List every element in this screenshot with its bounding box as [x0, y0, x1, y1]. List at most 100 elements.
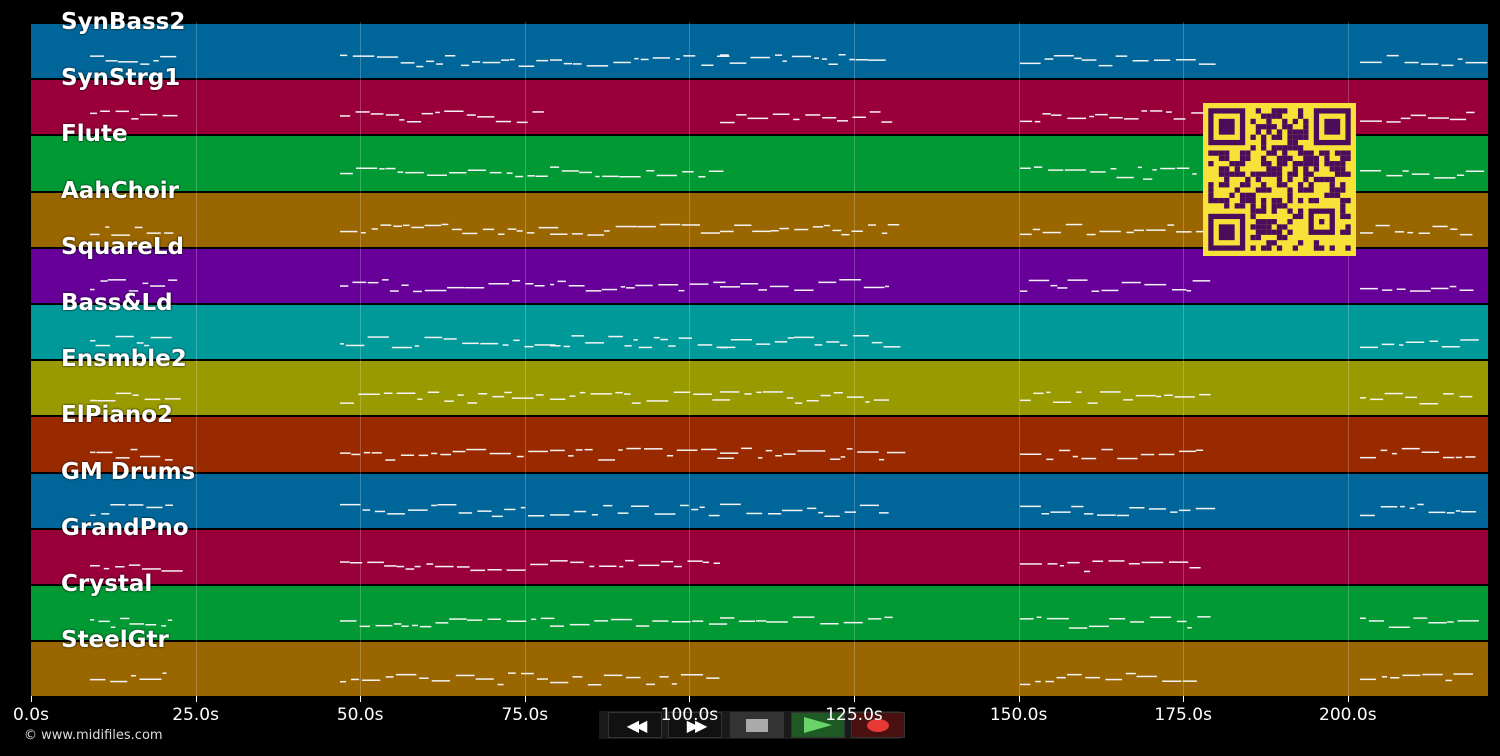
- note-mark: [361, 232, 366, 234]
- note-mark: [625, 559, 634, 562]
- note-mark: [823, 224, 831, 227]
- note-mark: [90, 340, 96, 342]
- note-mark: [806, 400, 819, 402]
- note-mark: [1148, 508, 1166, 510]
- note-mark: [1410, 114, 1427, 117]
- stop-button[interactable]: [730, 712, 784, 738]
- note-mark: [1407, 231, 1414, 234]
- note-mark: [118, 61, 138, 63]
- note-mark: [359, 625, 370, 628]
- note-mark: [572, 676, 583, 678]
- note-mark: [1380, 506, 1398, 508]
- note-mark: [1083, 513, 1094, 515]
- note-mark: [379, 168, 385, 170]
- fast-forward-icon: ▶▶: [686, 715, 708, 735]
- note-mark: [693, 393, 712, 395]
- note-mark: [488, 283, 509, 285]
- note-mark: [1465, 61, 1488, 64]
- note-mark: [638, 346, 653, 349]
- note-mark: [436, 63, 443, 65]
- play-button[interactable]: [791, 712, 845, 738]
- note-mark: [1053, 55, 1074, 57]
- note-mark: [1459, 233, 1473, 236]
- note-mark: [740, 283, 759, 285]
- note-mark: [1135, 394, 1156, 397]
- note-mark: [105, 60, 118, 62]
- qr-code-icon: [1203, 103, 1356, 256]
- note-mark: [167, 619, 173, 621]
- note-mark: [383, 392, 393, 394]
- note-mark: [1048, 169, 1064, 171]
- note-mark: [437, 504, 457, 506]
- record-button[interactable]: [851, 712, 905, 738]
- note-mark: [340, 402, 354, 404]
- note-mark: [752, 230, 771, 233]
- note-mark: [1446, 512, 1455, 514]
- note-mark: [1020, 505, 1041, 508]
- fast-forward-button[interactable]: ▶▶: [668, 712, 722, 738]
- note-mark: [382, 279, 389, 281]
- note-mark: [812, 226, 824, 228]
- note-mark: [640, 58, 649, 61]
- tick-mark: [524, 696, 526, 702]
- note-mark: [561, 170, 579, 172]
- note-mark: [1459, 289, 1474, 291]
- note-mark: [676, 449, 698, 451]
- note-mark: [1095, 113, 1108, 116]
- note-mark: [619, 565, 624, 568]
- note-mark: [706, 677, 720, 679]
- note-mark: [814, 344, 823, 346]
- track-name: Ensmble2: [61, 346, 187, 373]
- note-mark: [426, 563, 434, 565]
- note-mark: [396, 565, 405, 568]
- note-mark: [579, 171, 592, 174]
- note-mark: [1044, 58, 1054, 60]
- note-mark: [90, 399, 98, 402]
- note-mark: [98, 620, 110, 623]
- note-mark: [407, 509, 428, 511]
- note-mark: [414, 565, 421, 568]
- note-mark: [516, 230, 523, 232]
- note-mark: [393, 225, 402, 227]
- note-mark: [1076, 391, 1082, 393]
- note-mark: [509, 58, 515, 61]
- note-mark: [846, 448, 853, 450]
- note-mark: [708, 170, 724, 172]
- record-icon: [867, 718, 889, 732]
- note-mark: [1428, 622, 1447, 624]
- note-mark: [90, 678, 106, 681]
- note-mark: [591, 514, 598, 516]
- note-mark: [1087, 402, 1098, 404]
- note-mark: [1133, 229, 1145, 232]
- note-mark: [1121, 281, 1141, 284]
- note-mark: [1056, 676, 1066, 679]
- note-mark: [878, 458, 885, 461]
- note-mark: [515, 175, 524, 178]
- note-mark: [756, 620, 767, 622]
- rewind-button[interactable]: ◀◀: [608, 712, 662, 738]
- note-mark: [720, 503, 741, 506]
- note-mark: [873, 399, 890, 401]
- note-mark: [615, 391, 623, 394]
- note-mark: [501, 59, 510, 61]
- note-mark: [671, 683, 678, 685]
- note-mark: [139, 455, 161, 458]
- note-mark: [110, 626, 116, 628]
- note-mark: [716, 55, 730, 57]
- note-mark: [1384, 392, 1404, 395]
- time-tick-label: 125.0s: [825, 705, 883, 725]
- note-mark: [758, 289, 768, 291]
- time-gridline: [195, 22, 197, 696]
- note-mark: [635, 284, 653, 287]
- note-mark: [419, 677, 429, 679]
- note-mark: [1360, 287, 1378, 290]
- note-mark: [1074, 57, 1082, 60]
- note-mark: [414, 345, 420, 347]
- note-mark: [756, 343, 771, 345]
- note-mark: [1360, 397, 1367, 399]
- note-mark: [681, 224, 701, 226]
- note-mark: [700, 232, 720, 234]
- note-mark: [768, 513, 782, 515]
- note-mark: [838, 54, 846, 56]
- note-mark: [105, 226, 110, 228]
